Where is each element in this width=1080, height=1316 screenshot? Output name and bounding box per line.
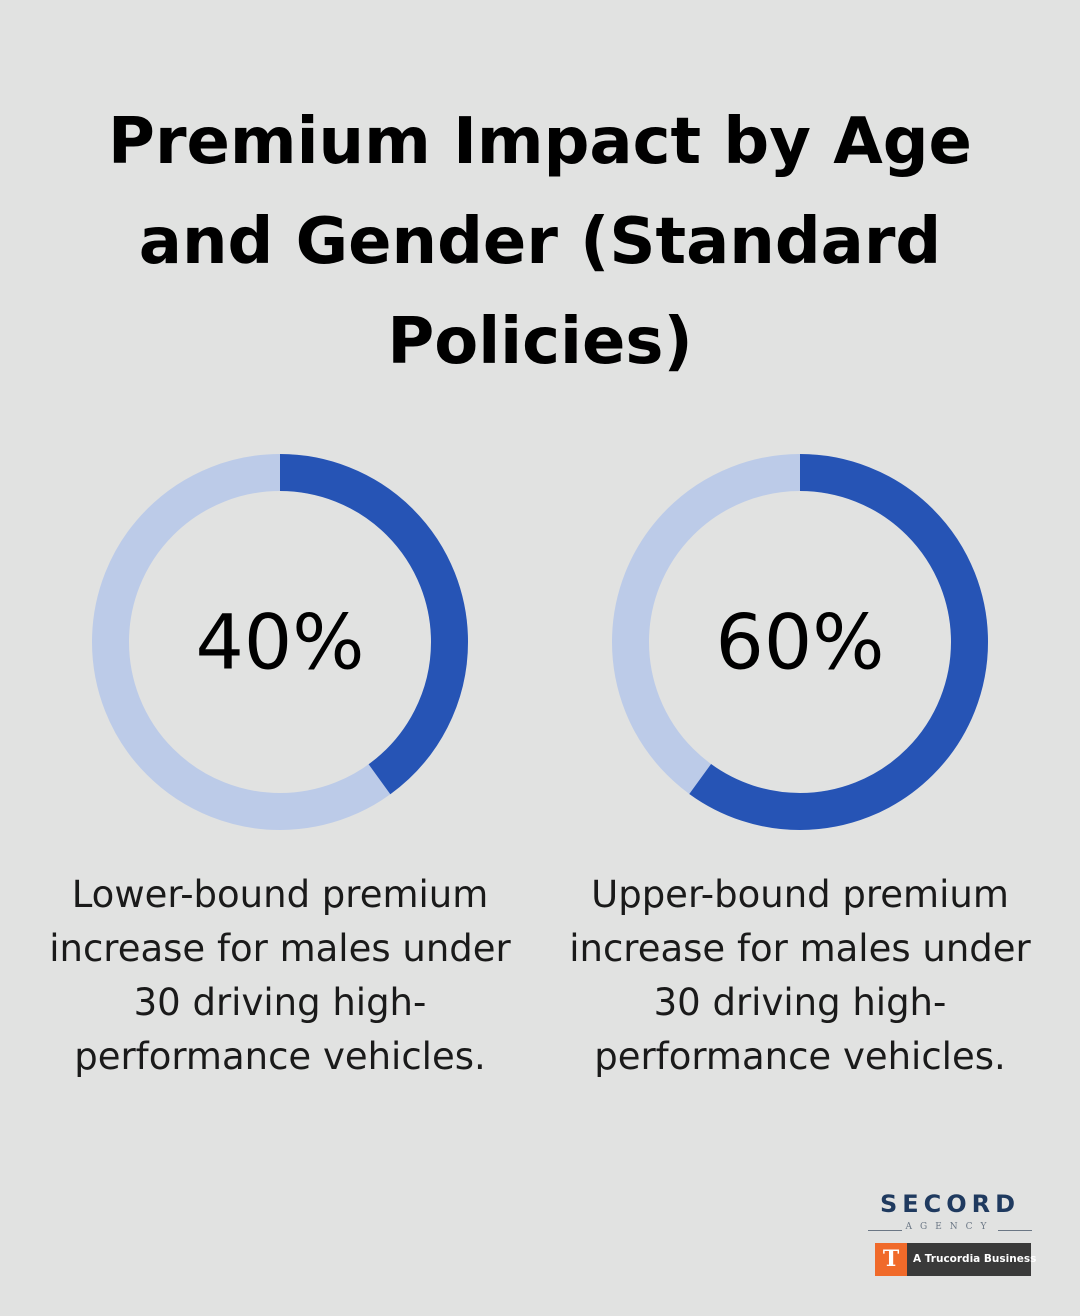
logo-name: SECORD bbox=[879, 1190, 1021, 1218]
logo-divider-right bbox=[998, 1230, 1032, 1231]
donut-value-arc bbox=[612, 454, 988, 830]
trucordia-mark-letter: T bbox=[882, 1246, 900, 1272]
logo-divider-left bbox=[868, 1230, 902, 1231]
trucordia-badge: T A Trucordia Business bbox=[875, 1243, 1036, 1276]
donut-value-label: 60% bbox=[716, 598, 885, 687]
donut-value-label: 40% bbox=[196, 598, 365, 687]
donut-value-arc bbox=[92, 454, 468, 830]
logo-subtitle: AGENCY bbox=[905, 1222, 995, 1232]
donut-svg: 40% bbox=[92, 454, 468, 830]
page-title: Premium Impact by Age and Gender (Standa… bbox=[108, 105, 972, 379]
caption-lower-bound: Lower-bound premium increase for males u… bbox=[49, 873, 511, 1078]
trucordia-mark-icon: T bbox=[875, 1243, 907, 1276]
donut-chart-lower-bound: 40% bbox=[90, 452, 470, 832]
donut-chart-upper-bound: 60% bbox=[610, 452, 990, 832]
secord-agency-logo: SECORD AGENCY T A Trucordia Business bbox=[860, 1190, 1040, 1280]
caption-upper-bound: Upper-bound premium increase for males u… bbox=[569, 873, 1031, 1078]
donut-svg: 60% bbox=[612, 454, 988, 830]
badge-text: A Trucordia Business bbox=[913, 1253, 1037, 1265]
